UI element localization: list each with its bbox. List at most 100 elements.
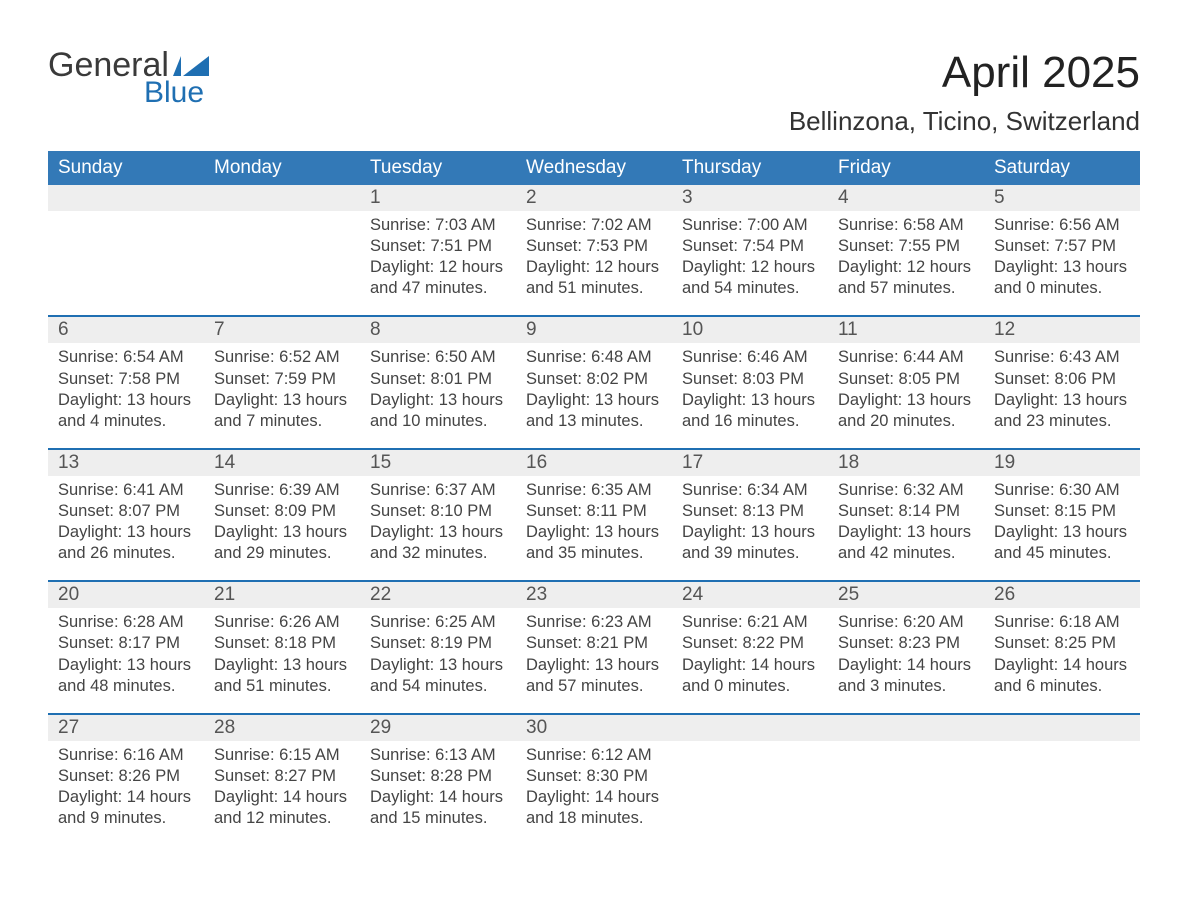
daynum-strip: 20212223242526 — [48, 582, 1140, 608]
daylight-text-1: Daylight: 14 hours — [682, 655, 818, 676]
day-cell: Sunrise: 6:32 AMSunset: 8:14 PMDaylight:… — [828, 476, 984, 580]
sunset-text: Sunset: 7:55 PM — [838, 236, 974, 257]
daylight-text-1: Daylight: 12 hours — [370, 257, 506, 278]
day-cell: Sunrise: 7:02 AMSunset: 7:53 PMDaylight:… — [516, 211, 672, 315]
daylight-text-1: Daylight: 14 hours — [526, 787, 662, 808]
day-cell: Sunrise: 6:16 AMSunset: 8:26 PMDaylight:… — [48, 741, 204, 845]
daylight-text-1: Daylight: 13 hours — [58, 522, 194, 543]
day-cell: Sunrise: 6:39 AMSunset: 8:09 PMDaylight:… — [204, 476, 360, 580]
weekday-header-row: SundayMondayTuesdayWednesdayThursdayFrid… — [48, 151, 1140, 185]
daylight-text-1: Daylight: 13 hours — [526, 390, 662, 411]
sunrise-text: Sunrise: 6:13 AM — [370, 745, 506, 766]
daylight-text-1: Daylight: 13 hours — [682, 390, 818, 411]
weeks-container: 12345Sunrise: 7:03 AMSunset: 7:51 PMDayl… — [48, 185, 1140, 845]
logo-text-blue: Blue — [144, 78, 209, 108]
sunset-text: Sunset: 8:30 PM — [526, 766, 662, 787]
day-number — [672, 715, 828, 741]
sunset-text: Sunset: 8:18 PM — [214, 633, 350, 654]
day-cell: Sunrise: 6:46 AMSunset: 8:03 PMDaylight:… — [672, 343, 828, 447]
sunrise-text: Sunrise: 6:12 AM — [526, 745, 662, 766]
day-number: 13 — [48, 450, 204, 476]
daylight-text-1: Daylight: 12 hours — [526, 257, 662, 278]
day-cell: Sunrise: 6:43 AMSunset: 8:06 PMDaylight:… — [984, 343, 1140, 447]
sunset-text: Sunset: 8:11 PM — [526, 501, 662, 522]
sunset-text: Sunset: 8:28 PM — [370, 766, 506, 787]
sunset-text: Sunset: 8:21 PM — [526, 633, 662, 654]
day-number: 2 — [516, 185, 672, 211]
day-cell: Sunrise: 6:44 AMSunset: 8:05 PMDaylight:… — [828, 343, 984, 447]
daylight-text-2: and 0 minutes. — [682, 676, 818, 697]
sunrise-text: Sunrise: 6:32 AM — [838, 480, 974, 501]
sunrise-text: Sunrise: 6:34 AM — [682, 480, 818, 501]
location-subtitle: Bellinzona, Ticino, Switzerland — [789, 106, 1140, 137]
daynum-strip: 12345 — [48, 185, 1140, 211]
sunset-text: Sunset: 7:51 PM — [370, 236, 506, 257]
daylight-text-2: and 57 minutes. — [838, 278, 974, 299]
day-number: 30 — [516, 715, 672, 741]
daylight-text-2: and 54 minutes. — [370, 676, 506, 697]
daylight-text-1: Daylight: 13 hours — [214, 522, 350, 543]
sunset-text: Sunset: 7:54 PM — [682, 236, 818, 257]
daylight-text-1: Daylight: 13 hours — [838, 390, 974, 411]
daylight-text-2: and 45 minutes. — [994, 543, 1130, 564]
daylight-text-2: and 12 minutes. — [214, 808, 350, 829]
sunset-text: Sunset: 8:13 PM — [682, 501, 818, 522]
sunrise-text: Sunrise: 6:28 AM — [58, 612, 194, 633]
sunrise-text: Sunrise: 6:25 AM — [370, 612, 506, 633]
sunset-text: Sunset: 8:15 PM — [994, 501, 1130, 522]
day-number: 11 — [828, 317, 984, 343]
day-number: 29 — [360, 715, 516, 741]
sunrise-text: Sunrise: 6:39 AM — [214, 480, 350, 501]
day-cell: Sunrise: 6:25 AMSunset: 8:19 PMDaylight:… — [360, 608, 516, 712]
day-number: 9 — [516, 317, 672, 343]
day-number: 8 — [360, 317, 516, 343]
daylight-text-2: and 16 minutes. — [682, 411, 818, 432]
day-cell: Sunrise: 6:20 AMSunset: 8:23 PMDaylight:… — [828, 608, 984, 712]
daylight-text-1: Daylight: 12 hours — [838, 257, 974, 278]
sunrise-text: Sunrise: 6:35 AM — [526, 480, 662, 501]
day-cell: Sunrise: 6:35 AMSunset: 8:11 PMDaylight:… — [516, 476, 672, 580]
daylight-text-2: and 35 minutes. — [526, 543, 662, 564]
sunset-text: Sunset: 8:09 PM — [214, 501, 350, 522]
sunrise-text: Sunrise: 7:00 AM — [682, 215, 818, 236]
sunrise-text: Sunrise: 6:21 AM — [682, 612, 818, 633]
day-cell: Sunrise: 6:37 AMSunset: 8:10 PMDaylight:… — [360, 476, 516, 580]
sunrise-text: Sunrise: 6:41 AM — [58, 480, 194, 501]
day-cell: Sunrise: 6:50 AMSunset: 8:01 PMDaylight:… — [360, 343, 516, 447]
week-row: 12345Sunrise: 7:03 AMSunset: 7:51 PMDayl… — [48, 185, 1140, 315]
day-number — [204, 185, 360, 211]
day-number: 24 — [672, 582, 828, 608]
sunrise-text: Sunrise: 6:46 AM — [682, 347, 818, 368]
daylight-text-1: Daylight: 13 hours — [682, 522, 818, 543]
day-number: 20 — [48, 582, 204, 608]
day-number: 4 — [828, 185, 984, 211]
day-number — [48, 185, 204, 211]
day-number: 25 — [828, 582, 984, 608]
day-cell: Sunrise: 6:15 AMSunset: 8:27 PMDaylight:… — [204, 741, 360, 845]
day-number: 16 — [516, 450, 672, 476]
daylight-text-1: Daylight: 13 hours — [370, 655, 506, 676]
sunrise-text: Sunrise: 6:15 AM — [214, 745, 350, 766]
weekday-header: Sunday — [48, 151, 204, 185]
title-block: April 2025 Bellinzona, Ticino, Switzerla… — [789, 48, 1140, 137]
day-cell: Sunrise: 6:48 AMSunset: 8:02 PMDaylight:… — [516, 343, 672, 447]
weekday-header: Thursday — [672, 151, 828, 185]
day-cell — [828, 741, 984, 845]
weekday-header: Tuesday — [360, 151, 516, 185]
daylight-text-2: and 4 minutes. — [58, 411, 194, 432]
daylight-text-2: and 51 minutes. — [526, 278, 662, 299]
day-cell: Sunrise: 6:34 AMSunset: 8:13 PMDaylight:… — [672, 476, 828, 580]
logo-flag-icon — [173, 56, 209, 76]
calendar: SundayMondayTuesdayWednesdayThursdayFrid… — [48, 151, 1140, 845]
daylight-text-2: and 23 minutes. — [994, 411, 1130, 432]
sunset-text: Sunset: 8:22 PM — [682, 633, 818, 654]
sunrise-text: Sunrise: 6:56 AM — [994, 215, 1130, 236]
weekday-header: Friday — [828, 151, 984, 185]
day-cell: Sunrise: 6:56 AMSunset: 7:57 PMDaylight:… — [984, 211, 1140, 315]
day-number — [984, 715, 1140, 741]
day-cell: Sunrise: 6:54 AMSunset: 7:58 PMDaylight:… — [48, 343, 204, 447]
sunset-text: Sunset: 7:59 PM — [214, 369, 350, 390]
daylight-text-2: and 18 minutes. — [526, 808, 662, 829]
week-row: 6789101112Sunrise: 6:54 AMSunset: 7:58 P… — [48, 315, 1140, 447]
logo: General Blue — [48, 48, 209, 108]
